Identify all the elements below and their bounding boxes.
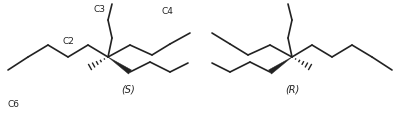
Text: C3: C3	[94, 5, 106, 14]
Text: (S): (S)	[121, 85, 135, 95]
Text: C4: C4	[162, 7, 174, 16]
Text: (R): (R)	[285, 85, 299, 95]
Text: C6: C6	[7, 100, 19, 109]
Polygon shape	[108, 57, 132, 74]
Text: C2: C2	[62, 38, 74, 46]
Polygon shape	[268, 57, 292, 74]
